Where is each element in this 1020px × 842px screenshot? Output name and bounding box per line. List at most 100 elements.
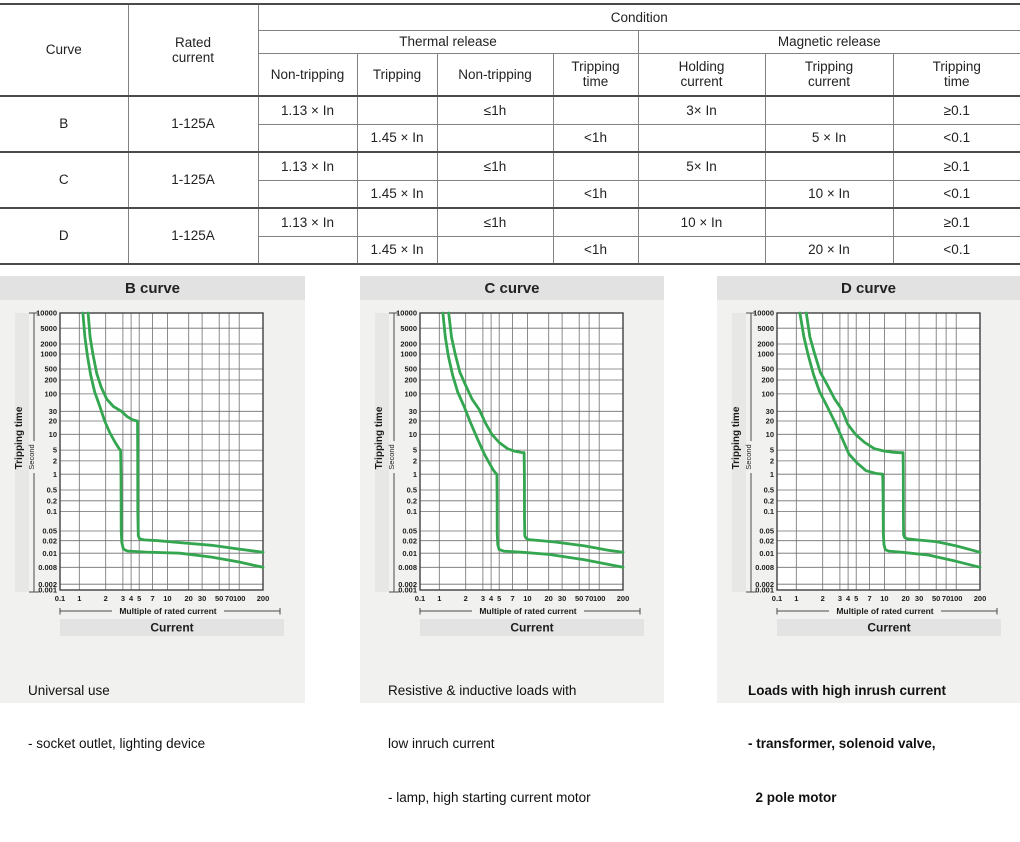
cell: ≥0.1 — [892, 208, 1020, 237]
cell — [356, 96, 437, 125]
trip-curve — [441, 311, 625, 569]
svg-text:100: 100 — [761, 390, 774, 399]
th-label: Tripping current — [804, 59, 854, 90]
svg-text:200: 200 — [257, 594, 270, 603]
svg-text:Second: Second — [387, 444, 396, 469]
cell: 20 × In — [764, 236, 893, 265]
cell — [257, 236, 357, 265]
svg-text:4: 4 — [129, 594, 134, 603]
svg-text:Second: Second — [744, 444, 753, 469]
table-row-d2: 1.45 × In <1h 20 × In <0.1 — [0, 236, 1020, 265]
cell: 1.45 × In — [356, 180, 437, 209]
svg-text:0.01: 0.01 — [402, 549, 417, 558]
table-row-d1: D 1-125A 1.13 × In ≤1h 10 × In ≥0.1 — [0, 208, 1020, 265]
d-curve-panel: D curve 10000 5000 2000 1000 500 200 100 30 20 10… — [717, 276, 1020, 805]
th-rated-current: Rated current — [127, 4, 258, 97]
trip-curve-svg: 100005000200010005002001003020105210.50.… — [14, 309, 284, 636]
svg-text:7: 7 — [511, 594, 515, 603]
svg-text:5: 5 — [770, 446, 774, 455]
y-axis-strip — [732, 313, 746, 592]
cell: <1h — [552, 124, 638, 153]
cell — [637, 124, 765, 153]
trip-curve — [804, 311, 982, 554]
svg-text:Multiple of rated current: Multiple of rated current — [479, 606, 576, 616]
trip-curve — [81, 311, 265, 569]
svg-text:0.001: 0.001 — [398, 586, 417, 595]
cell — [436, 180, 553, 209]
svg-text:0.1: 0.1 — [55, 594, 65, 603]
th-label: Tripping time — [571, 59, 620, 90]
th-rated-current-label: Rated current — [171, 34, 215, 65]
svg-text:Current: Current — [867, 621, 910, 635]
svg-text:0.5: 0.5 — [47, 486, 57, 495]
th-thermal-tripping: Tripping — [356, 53, 437, 97]
svg-text:2: 2 — [104, 594, 108, 603]
svg-text:0.001: 0.001 — [38, 586, 57, 595]
svg-text:0.001: 0.001 — [755, 586, 774, 595]
svg-text:20: 20 — [766, 417, 774, 426]
svg-text:5: 5 — [53, 446, 57, 455]
svg-text:1000: 1000 — [40, 350, 57, 359]
cell: ≥0.1 — [892, 96, 1020, 125]
svg-text:0.008: 0.008 — [755, 563, 774, 572]
cell — [764, 208, 893, 237]
th-magnetic-release: Magnetic release — [637, 30, 1020, 54]
cell: 1.45 × In — [356, 236, 437, 265]
cell — [257, 180, 357, 209]
svg-text:Second: Second — [27, 444, 36, 469]
svg-text:30: 30 — [198, 594, 206, 603]
svg-text:0.05: 0.05 — [402, 527, 417, 536]
cell: <1h — [552, 180, 638, 209]
svg-text:10000: 10000 — [753, 309, 774, 318]
svg-text:200: 200 — [404, 376, 417, 385]
trip-curve-svg: 100005000200010005002001003020105210.50.… — [731, 309, 1001, 636]
cell: 10 × In — [637, 208, 765, 237]
cell — [764, 96, 893, 125]
cell — [637, 236, 765, 265]
svg-text:100: 100 — [950, 594, 963, 603]
svg-text:2: 2 — [53, 457, 57, 466]
cell — [637, 180, 765, 209]
b-curve-panel: B curve 10000 5000 2000 1000 500 200 100 30 20 10… — [0, 276, 305, 751]
c-curve-description: Resistive & inductive loads with low inr… — [388, 646, 658, 842]
svg-text:10000: 10000 — [36, 309, 57, 318]
svg-text:7: 7 — [151, 594, 155, 603]
th-thermal-release: Thermal release — [257, 30, 638, 54]
th-curve: Curve — [0, 4, 128, 97]
desc-line: Loads with high inrush current — [748, 682, 947, 698]
th-tripping-current: Tripping current — [764, 53, 893, 97]
cell-rated-d: 1-125A — [127, 208, 258, 265]
trip-curve-svg: 100005000200010005002001003020105210.50.… — [374, 309, 644, 636]
svg-text:500: 500 — [44, 365, 57, 374]
cell: 1.13 × In — [257, 152, 357, 181]
cell — [356, 152, 437, 181]
svg-text:100: 100 — [233, 594, 246, 603]
cell: <0.1 — [892, 236, 1020, 265]
svg-text:0.01: 0.01 — [42, 549, 57, 558]
b-curve-chart: 10000 5000 2000 1000 500 200 100 30 20 10 5 2 1 0.5 0.… — [0, 300, 305, 638]
cell-curve-d: D — [0, 208, 128, 265]
svg-text:Multiple of rated current: Multiple of rated current — [119, 606, 216, 616]
svg-text:Tripping time: Tripping time — [374, 406, 385, 469]
desc-line: Resistive & inductive loads with — [388, 682, 577, 698]
svg-text:10: 10 — [163, 594, 171, 603]
c-curve-chart: 10000 5000 2000 1000 500 200 100 30 20 10 5 2 1 0.5 0.… — [360, 300, 665, 638]
svg-text:0.1: 0.1 — [415, 594, 425, 603]
svg-text:Current: Current — [150, 621, 193, 635]
cell: 1.13 × In — [257, 208, 357, 237]
svg-text:5000: 5000 — [757, 324, 774, 333]
cell-curve-b: B — [0, 96, 128, 153]
svg-text:0.02: 0.02 — [42, 536, 57, 545]
svg-text:100: 100 — [44, 390, 57, 399]
svg-text:0.05: 0.05 — [42, 527, 57, 536]
trip-curve — [86, 311, 265, 554]
th-thermal-nontripping-2: Non-tripping — [436, 53, 553, 97]
svg-text:70: 70 — [585, 594, 593, 603]
svg-text:500: 500 — [761, 365, 774, 374]
svg-text:0.002: 0.002 — [38, 580, 57, 589]
svg-text:50: 50 — [215, 594, 223, 603]
cell — [436, 124, 553, 153]
svg-text:5000: 5000 — [400, 324, 417, 333]
svg-text:0.1: 0.1 — [407, 507, 417, 516]
svg-text:200: 200 — [44, 376, 57, 385]
